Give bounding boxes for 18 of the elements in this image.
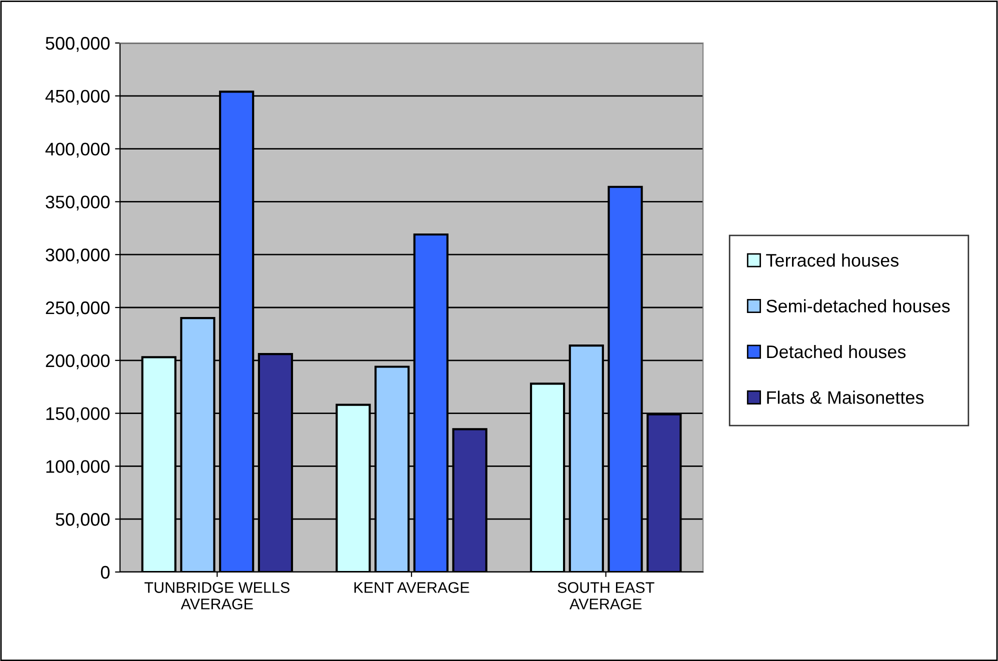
legend-label: Flats & Maisonettes [767,390,924,404]
y-tick-label: 0 [100,566,110,579]
y-tick-label: 200,000 [46,354,110,370]
y-tick-label: 250,000 [46,301,110,316]
legend-label: Detached houses [767,344,906,358]
y-tick-label: 50,000 [56,513,110,528]
x-tick-label: SOUTH EAST AVERAGE [558,582,654,610]
y-tick-label: 150,000 [46,407,110,422]
x-tick-label: TUNBRIDGE WELLS AVERAGE [144,582,290,610]
y-tick-label: 450,000 [45,90,110,105]
legend-label: Terraced houses [766,254,899,267]
x-tick-label: KENT AVERAGE [354,582,470,593]
y-tick-label: 350,000 [46,196,110,211]
legend-label: Semi-detached houses [766,299,950,312]
y-tick-label: 300,000 [46,248,110,264]
y-tick-label: 100,000 [46,460,110,476]
y-tick-label: 500,000 [46,36,110,52]
y-tick-label: 400,000 [45,142,110,158]
